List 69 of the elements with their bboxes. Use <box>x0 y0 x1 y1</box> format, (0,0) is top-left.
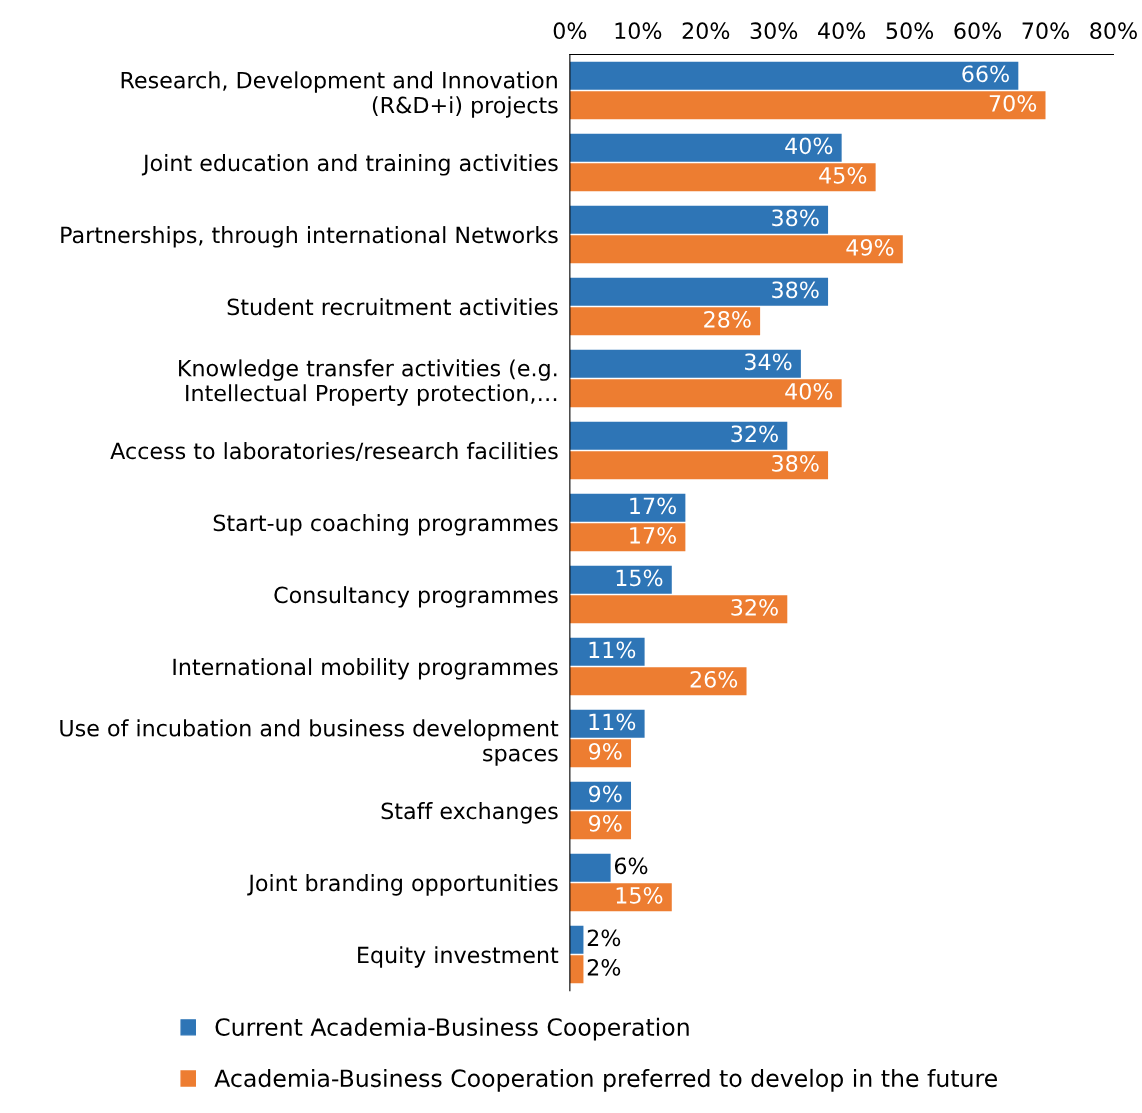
data-label: 15% <box>616 569 663 587</box>
data-label: 11% <box>589 713 636 731</box>
data-label: 6% <box>614 857 648 875</box>
data-label: 17% <box>630 526 676 544</box>
bar <box>569 133 842 162</box>
y-tick-label: Consultancy programmes <box>274 586 558 608</box>
bar <box>569 277 829 306</box>
y-tick-label: Staff exchanges <box>381 802 558 824</box>
data-label: 40% <box>785 382 833 400</box>
data-label: 49% <box>846 238 894 256</box>
bar <box>569 61 1019 90</box>
x-tick-label: 60% <box>954 22 1002 40</box>
data-label: 2% <box>587 958 621 976</box>
x-tick-label: 0% <box>553 22 587 40</box>
data-label: 17% <box>630 497 676 515</box>
x-tick-label: 70% <box>1022 22 1069 40</box>
data-label: 32% <box>731 425 778 443</box>
bar <box>569 307 761 336</box>
bar <box>569 379 842 408</box>
bar <box>569 565 672 594</box>
bar <box>569 235 903 264</box>
data-label: 66% <box>962 65 1009 83</box>
x-tick-label: 80% <box>1090 22 1137 40</box>
y-tick-label: Use of incubation and business development spaces <box>60 719 559 766</box>
data-label: 38% <box>772 281 819 299</box>
bar <box>569 493 686 522</box>
data-label: 45% <box>819 166 867 184</box>
data-label: 34% <box>745 353 792 371</box>
data-label: 40% <box>785 137 833 155</box>
bar <box>569 853 611 882</box>
x-tick-label: 10% <box>615 22 662 40</box>
data-label: 9% <box>589 814 622 832</box>
y-tick-label: Knowledge transfer activities (e.g. Intellectual Property protection,… <box>179 359 557 406</box>
data-label: 32% <box>731 598 778 616</box>
y-tick-label: Joint branding opportunities <box>247 874 558 896</box>
y-tick-label: Student recruitment activities <box>227 298 558 316</box>
y-tick-label: Start-up coaching programmes <box>213 514 558 536</box>
x-tick-label: 20% <box>682 22 730 40</box>
data-label: 28% <box>704 310 751 328</box>
data-label: 38% <box>772 209 819 227</box>
bar <box>569 349 801 378</box>
data-label: 2% <box>587 929 621 947</box>
y-tick-label: Partnerships, through international Networks <box>61 226 558 248</box>
data-label: 26% <box>690 670 738 688</box>
bar <box>569 595 788 624</box>
data-label: 9% <box>589 742 622 760</box>
bar <box>569 451 829 480</box>
x-tick-label: 30% <box>750 22 798 40</box>
data-label: 38% <box>772 454 819 472</box>
bar <box>569 91 1046 120</box>
y-tick-label: Equity investment <box>358 946 559 968</box>
y-tick-label: Access to laboratories/research facilities <box>110 442 558 462</box>
bar <box>569 667 747 696</box>
y-tick-label: International mobility programmes <box>173 658 558 680</box>
bar <box>569 523 686 552</box>
bar <box>569 421 788 450</box>
x-tick-label: 40% <box>818 22 866 40</box>
x-tick-label: 50% <box>886 22 934 40</box>
legend-label: Current Academia-Business Cooperation <box>215 1017 689 1041</box>
bar <box>569 163 876 192</box>
data-label: 9% <box>589 785 622 803</box>
data-label: 11% <box>589 641 636 659</box>
y-tick-label: Research, Development and Innovation (R&D+i) projects <box>121 71 558 118</box>
bar <box>569 883 672 912</box>
bar <box>569 205 829 234</box>
data-label: 70% <box>989 94 1037 112</box>
data-label: 15% <box>616 886 663 904</box>
legend-label: Academia-Business Cooperation preferred to develop in the future <box>214 1068 997 1092</box>
y-tick-label: Joint education and training activities <box>141 154 558 176</box>
